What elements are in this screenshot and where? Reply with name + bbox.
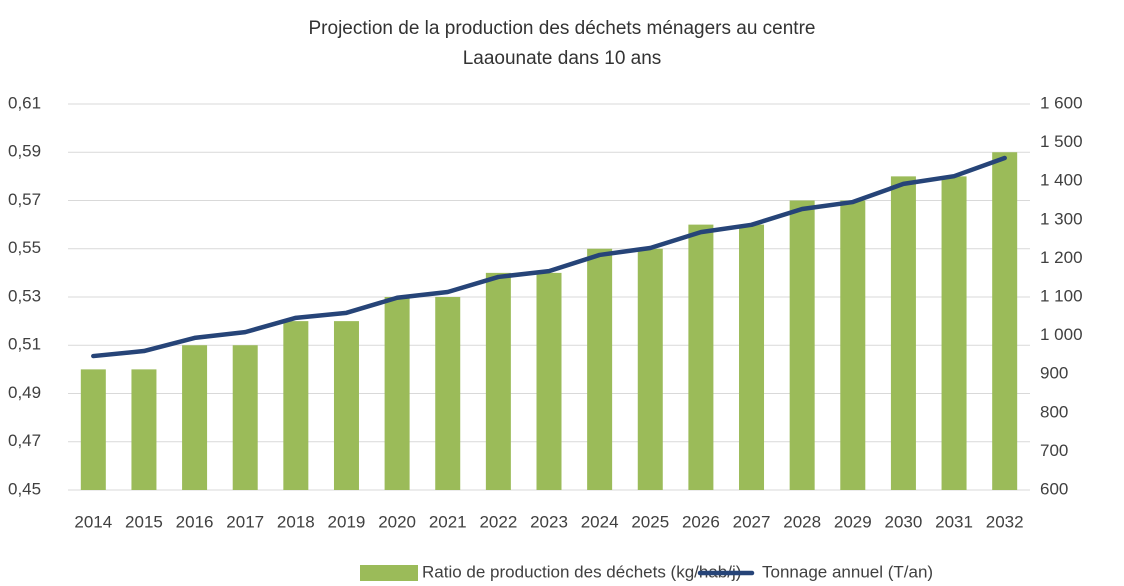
y-tick-label: 0,57 [8,190,41,209]
y2-tick-label: 800 [1040,402,1068,421]
y2-tick-label: 700 [1040,441,1068,460]
line [91,155,1007,359]
bar [890,176,916,490]
bar [840,200,866,490]
x-tick-label: 2026 [682,512,720,531]
x-tick-label: 2032 [986,512,1024,531]
bar [333,321,359,490]
x-tick-label: 2017 [226,512,264,531]
x-tick-label: 2018 [277,512,315,531]
x-tick-label: 2019 [328,512,366,531]
bar [789,200,815,490]
x-tick-label: 2030 [885,512,923,531]
bar [182,345,208,490]
x-tick-label: 2016 [176,512,214,531]
x-tick-label: 2029 [834,512,872,531]
y-tick-label: 0,49 [8,383,41,402]
x-tick-label: 2024 [581,512,619,531]
x-tick-label: 2014 [74,512,112,531]
x-tick-label: 2031 [935,512,973,531]
x-tick-label: 2021 [429,512,467,531]
x-tick-label: 2022 [479,512,517,531]
y-tick-label: 0,45 [8,479,41,498]
bar [536,272,562,490]
y-tick-label: 0,61 [8,93,41,112]
y2-tick-label: 600 [1040,479,1068,498]
bar [80,369,106,490]
bar [739,224,765,490]
y-tick-label: 0,51 [8,335,41,354]
x-tick-label: 2023 [530,512,568,531]
x-tick-label: 2027 [733,512,771,531]
bar [587,248,613,490]
bar [283,321,309,490]
bar [485,272,511,490]
y-tick-label: 0,53 [8,286,41,305]
bar [232,345,258,490]
bar [992,152,1018,490]
bar [688,224,714,490]
bar [131,369,157,490]
x-tick-label: 2025 [631,512,669,531]
y2-tick-label: 1 500 [1040,132,1083,151]
bar [384,297,410,490]
y-tick-label: 0,55 [8,238,41,257]
legend-label: Ratio de production des déchets (kg/hab/… [422,562,741,581]
y2-tick-label: 1 000 [1040,325,1083,344]
y2-tick-label: 1 300 [1040,209,1083,228]
bar [941,176,967,490]
y2-tick-label: 1 100 [1040,286,1083,305]
legend-label: Tonnage annuel (T/an) [762,562,933,581]
y2-tick-label: 1 400 [1040,171,1083,190]
y2-tick-label: 1 600 [1040,93,1083,112]
chart-title: Projection de la production des déchets … [308,18,816,69]
x-tick-label: 2028 [783,512,821,531]
y-tick-label: 0,59 [8,142,41,161]
bar [637,248,663,490]
y2-tick-label: 900 [1040,364,1068,383]
x-tick-label: 2020 [378,512,416,531]
y2-tick-label: 1 200 [1040,248,1083,267]
y-tick-label: 0,47 [8,431,41,450]
legend-swatch [360,565,418,581]
bar [435,297,461,490]
x-tick-label: 2015 [125,512,163,531]
